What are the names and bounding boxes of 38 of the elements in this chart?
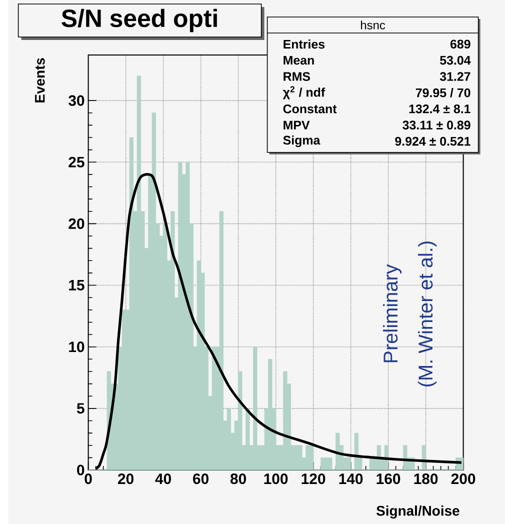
y-tick-label: 30	[68, 95, 84, 106]
annotation: 31.27	[440, 72, 470, 81]
annotation: χ$^{2}$ / ndf	[282, 86, 325, 100]
x-tick-label: 180	[414, 474, 438, 484]
x-tick-label: 80	[230, 474, 246, 484]
x-tick-label: 40	[155, 474, 171, 484]
y-axis-title: Events	[34, 58, 45, 102]
x-tick-label: 120	[302, 474, 325, 484]
text: hsnc	[360, 20, 385, 30]
y-tick-label: 5	[76, 403, 84, 414]
x-tick-label: 60	[192, 474, 208, 484]
text: 689	[450, 40, 470, 49]
annotation: 9.924 ± 0.521	[394, 136, 470, 146]
annotation: Constant	[283, 104, 336, 114]
annotation: MPV	[284, 120, 310, 130]
annotation: 33.11 ± 0.89	[402, 120, 470, 130]
annotation: 79.95 / 70	[416, 88, 470, 98]
x-tick-label: 200	[451, 474, 475, 484]
text: Entries	[284, 40, 324, 49]
y-tick-label: 0	[76, 464, 84, 476]
annotation: Mean	[284, 56, 314, 65]
annotation: Preliminary	[382, 264, 402, 362]
x-tick-label: 140	[339, 474, 362, 484]
annotation: (M. Winter et al.)	[418, 242, 436, 386]
x-tick-label: 100	[264, 474, 288, 484]
y-tick-label: 15	[68, 280, 84, 290]
annotation: 53.04	[440, 56, 471, 65]
x-tick-label: 20	[118, 474, 134, 484]
y-tick-label: 20	[68, 218, 84, 229]
x-tick-label: 0	[84, 474, 92, 484]
chart-title: S/N seed opti	[61, 8, 217, 32]
x-axis-title: Signal/Noise	[376, 506, 460, 519]
x-tick-label: 160	[376, 474, 400, 484]
annotation: 132.4 ± 8.1	[409, 104, 470, 114]
annotation: Sigma	[283, 135, 320, 148]
y-tick-label: 25	[68, 156, 84, 168]
y-tick-label: 10	[68, 342, 84, 352]
annotation: RMS	[284, 72, 310, 81]
